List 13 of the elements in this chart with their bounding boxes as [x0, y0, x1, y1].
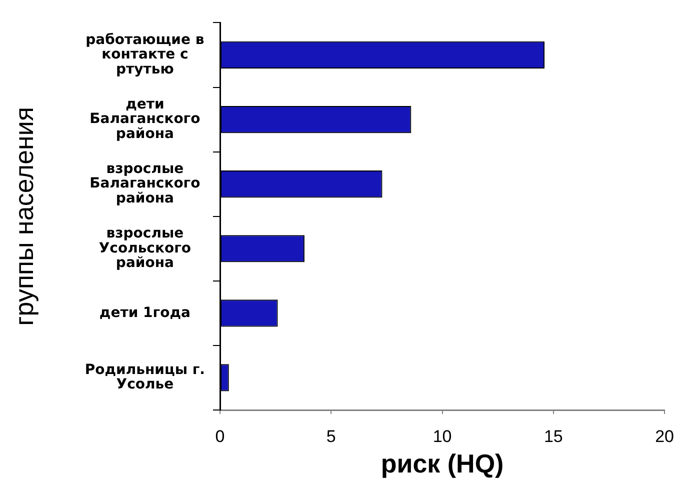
- y-tick-label: взрослые Балаганского района: [90, 161, 201, 206]
- y-tick-label: дети 1года: [99, 304, 190, 321]
- x-tick-label: 0: [215, 426, 225, 446]
- x-tick-label: 10: [432, 426, 452, 446]
- x-tick-label: 5: [326, 426, 336, 446]
- x-tick-label: 15: [544, 426, 563, 446]
- y-tick-label: взрослые Усольского района: [98, 226, 192, 271]
- y-tick-label: дети Балаганского района: [90, 96, 201, 142]
- y-tick-label: Родильницы г. Усолье: [84, 362, 206, 393]
- y-tick-label: работающие в контакте с ртутью: [86, 32, 204, 78]
- x-tick-label: 20: [655, 426, 674, 446]
- y-axis-title: группы населения: [8, 106, 39, 326]
- x-axis-title: риск (HQ): [380, 448, 504, 479]
